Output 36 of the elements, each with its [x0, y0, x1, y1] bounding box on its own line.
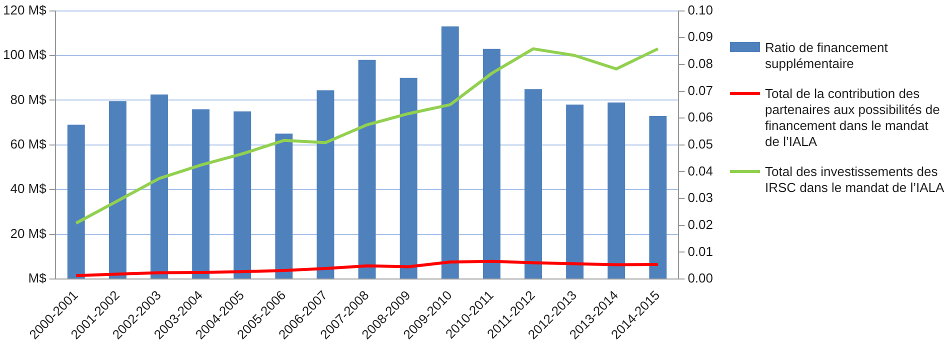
bar	[441, 26, 459, 279]
bar	[67, 124, 85, 279]
bar	[358, 60, 376, 279]
y-tick-label: 60 M$	[10, 136, 48, 152]
y2-tick-label: 0.08	[688, 56, 714, 72]
bar	[608, 102, 626, 279]
y-tick-label: M$	[28, 270, 48, 286]
bar	[275, 134, 293, 279]
bar	[524, 89, 542, 279]
bar	[649, 116, 667, 279]
y-tick-label: 40 M$	[10, 181, 48, 196]
y2-tick-label: 0.03	[688, 190, 714, 206]
legend-label: Total de la contribution des partenaires aux possibilités de financement dans le mandat de l’IALA	[765, 86, 940, 149]
y2-tick-label: 0.00	[688, 270, 714, 286]
legend-label: Total des investissements des IRSC dans le mandat de l’IALA	[765, 164, 944, 195]
y2-tick-label: 0.10	[688, 2, 714, 18]
y2-tick-label: 0.04	[688, 163, 714, 178]
bar	[566, 104, 584, 279]
bar	[316, 90, 334, 279]
y-tick-label: 20 M$	[10, 226, 48, 241]
bar	[400, 78, 418, 279]
bar	[482, 48, 500, 279]
bar	[192, 109, 210, 279]
y2-tick-label: 0.05	[688, 136, 714, 152]
legend-label: Ratio de financement supplémentaire	[765, 40, 888, 71]
y-tick-label: 100 M$	[2, 47, 48, 62]
bar	[108, 101, 126, 279]
y-tick-label: 120 M$	[2, 2, 48, 18]
bar	[150, 94, 168, 279]
y2-tick-label: 0.09	[688, 29, 714, 44]
y2-tick-label: 0.07	[688, 82, 714, 98]
y-tick-label: 80 M$	[10, 92, 48, 107]
bar	[234, 111, 252, 279]
y2-tick-label: 0.01	[688, 244, 714, 259]
y2-tick-label: 0.06	[688, 110, 714, 125]
y2-tick-label: 0.02	[688, 216, 714, 232]
